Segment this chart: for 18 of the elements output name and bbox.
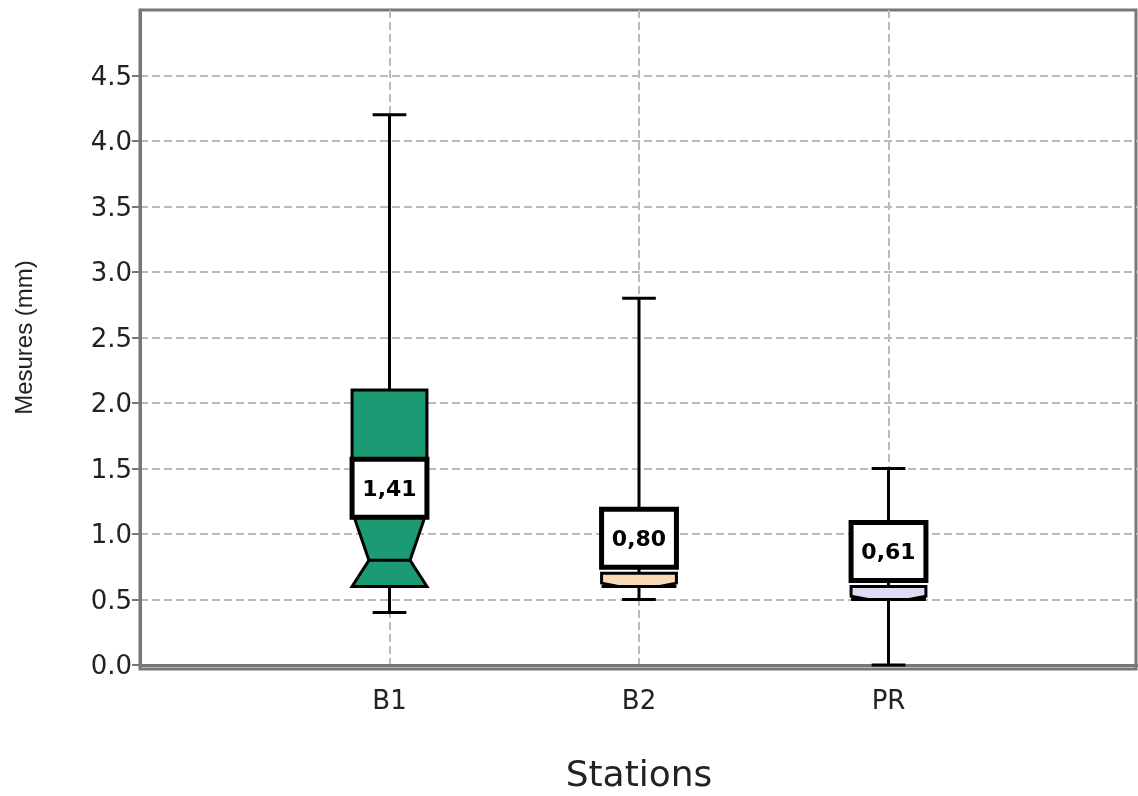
y-tick-label: 2.0 bbox=[90, 388, 132, 418]
annotation: 0,61 bbox=[861, 538, 916, 564]
y-tick-label: 4.0 bbox=[90, 126, 132, 156]
annotation: 1,41 bbox=[362, 475, 417, 501]
y-tick-label: 3.5 bbox=[90, 191, 132, 222]
x-tick-label: B2 bbox=[621, 685, 657, 715]
y-tick-label: 0.0 bbox=[90, 650, 132, 680]
x-axis-title: Stations bbox=[565, 752, 713, 794]
x-tick-label: PR bbox=[871, 685, 906, 715]
y-tick-label: 3.0 bbox=[90, 257, 132, 287]
x-tick-label: B1 bbox=[372, 685, 407, 715]
y-axis-title: Mesures (mm) bbox=[9, 260, 37, 415]
y-tick-label: 1.0 bbox=[90, 519, 132, 549]
y-tick-label: 4.5 bbox=[90, 60, 132, 91]
y-tick-label: 2.5 bbox=[90, 322, 132, 353]
y-tick-label: 0.5 bbox=[90, 584, 132, 615]
annotation: 0,80 bbox=[611, 525, 667, 551]
y-tick-label: 1.5 bbox=[90, 453, 132, 484]
